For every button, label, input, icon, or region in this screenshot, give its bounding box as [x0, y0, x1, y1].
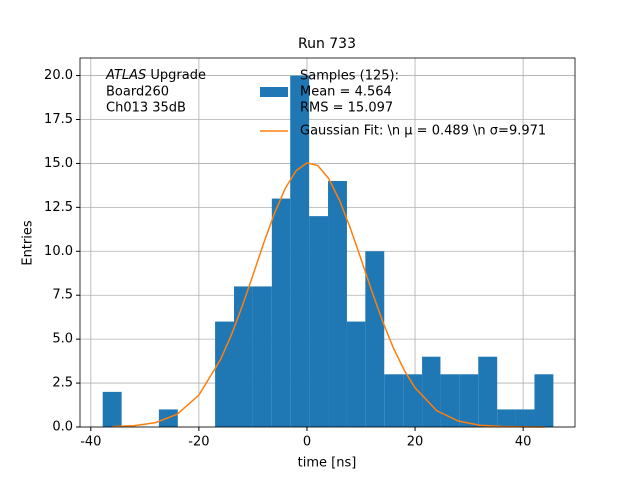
y-tick-label: 10.0 [44, 244, 73, 259]
annotation-italic: ATLAS [105, 68, 146, 83]
y-tick-label: 12.5 [44, 200, 73, 215]
histogram-bar [440, 374, 460, 427]
histogram-bar [215, 321, 235, 427]
histogram-bar [422, 356, 441, 427]
histogram-bar [459, 374, 479, 427]
y-tick-label: 20.0 [44, 68, 73, 83]
histogram-bar [234, 286, 253, 427]
legend-label: Mean = 4.564 [300, 85, 392, 100]
annotation-line: Ch013 35dB [106, 101, 186, 116]
annotation: ATLAS Upgrade [105, 68, 206, 83]
histogram-bar [478, 356, 498, 427]
y-tick-label: 0.0 [52, 420, 73, 435]
legend-label: Samples (125): [300, 69, 399, 84]
y-axis-label: Entries [21, 220, 36, 266]
annotation-text: Upgrade [146, 68, 206, 83]
y-tick-label: 15.0 [44, 156, 73, 171]
plot-area [102, 75, 554, 428]
y-tick-label: 5.0 [52, 332, 73, 347]
y-tick-label: 2.5 [52, 376, 73, 391]
histogram-bar [252, 286, 272, 427]
fit-line [112, 162, 545, 428]
histogram-bar [309, 216, 329, 427]
legend-label: RMS = 15.097 [300, 101, 393, 116]
histogram-bar [497, 409, 516, 427]
histogram-bar [515, 409, 535, 427]
x-axis-label: time [ns] [298, 456, 357, 471]
chart-title: Run 733 [298, 36, 356, 52]
histogram-bar [365, 251, 385, 427]
histogram-bar [346, 321, 366, 427]
y-tick-label: 17.5 [44, 112, 73, 127]
histogram-bar [328, 181, 347, 427]
histogram-bar [534, 374, 554, 427]
x-tick-label: -40 [80, 435, 101, 450]
histogram-bar [384, 374, 404, 427]
legend-label: Gaussian Fit: \n μ = 0.489 \n σ=9.971 [300, 124, 546, 139]
legend-swatch [260, 87, 288, 97]
histogram-bar [290, 75, 310, 428]
histogram-bar [102, 391, 122, 427]
axes-frame [79, 57, 576, 428]
x-tick-label: 0 [303, 435, 311, 450]
y-tick-label: 7.5 [52, 288, 73, 303]
histogram-bar [403, 374, 423, 427]
x-tick-label: -20 [188, 435, 209, 450]
x-tick-label: 20 [407, 435, 424, 450]
annotation-line: Board260 [106, 85, 169, 100]
histogram-bar [271, 198, 291, 427]
x-tick-label: 40 [515, 435, 532, 450]
